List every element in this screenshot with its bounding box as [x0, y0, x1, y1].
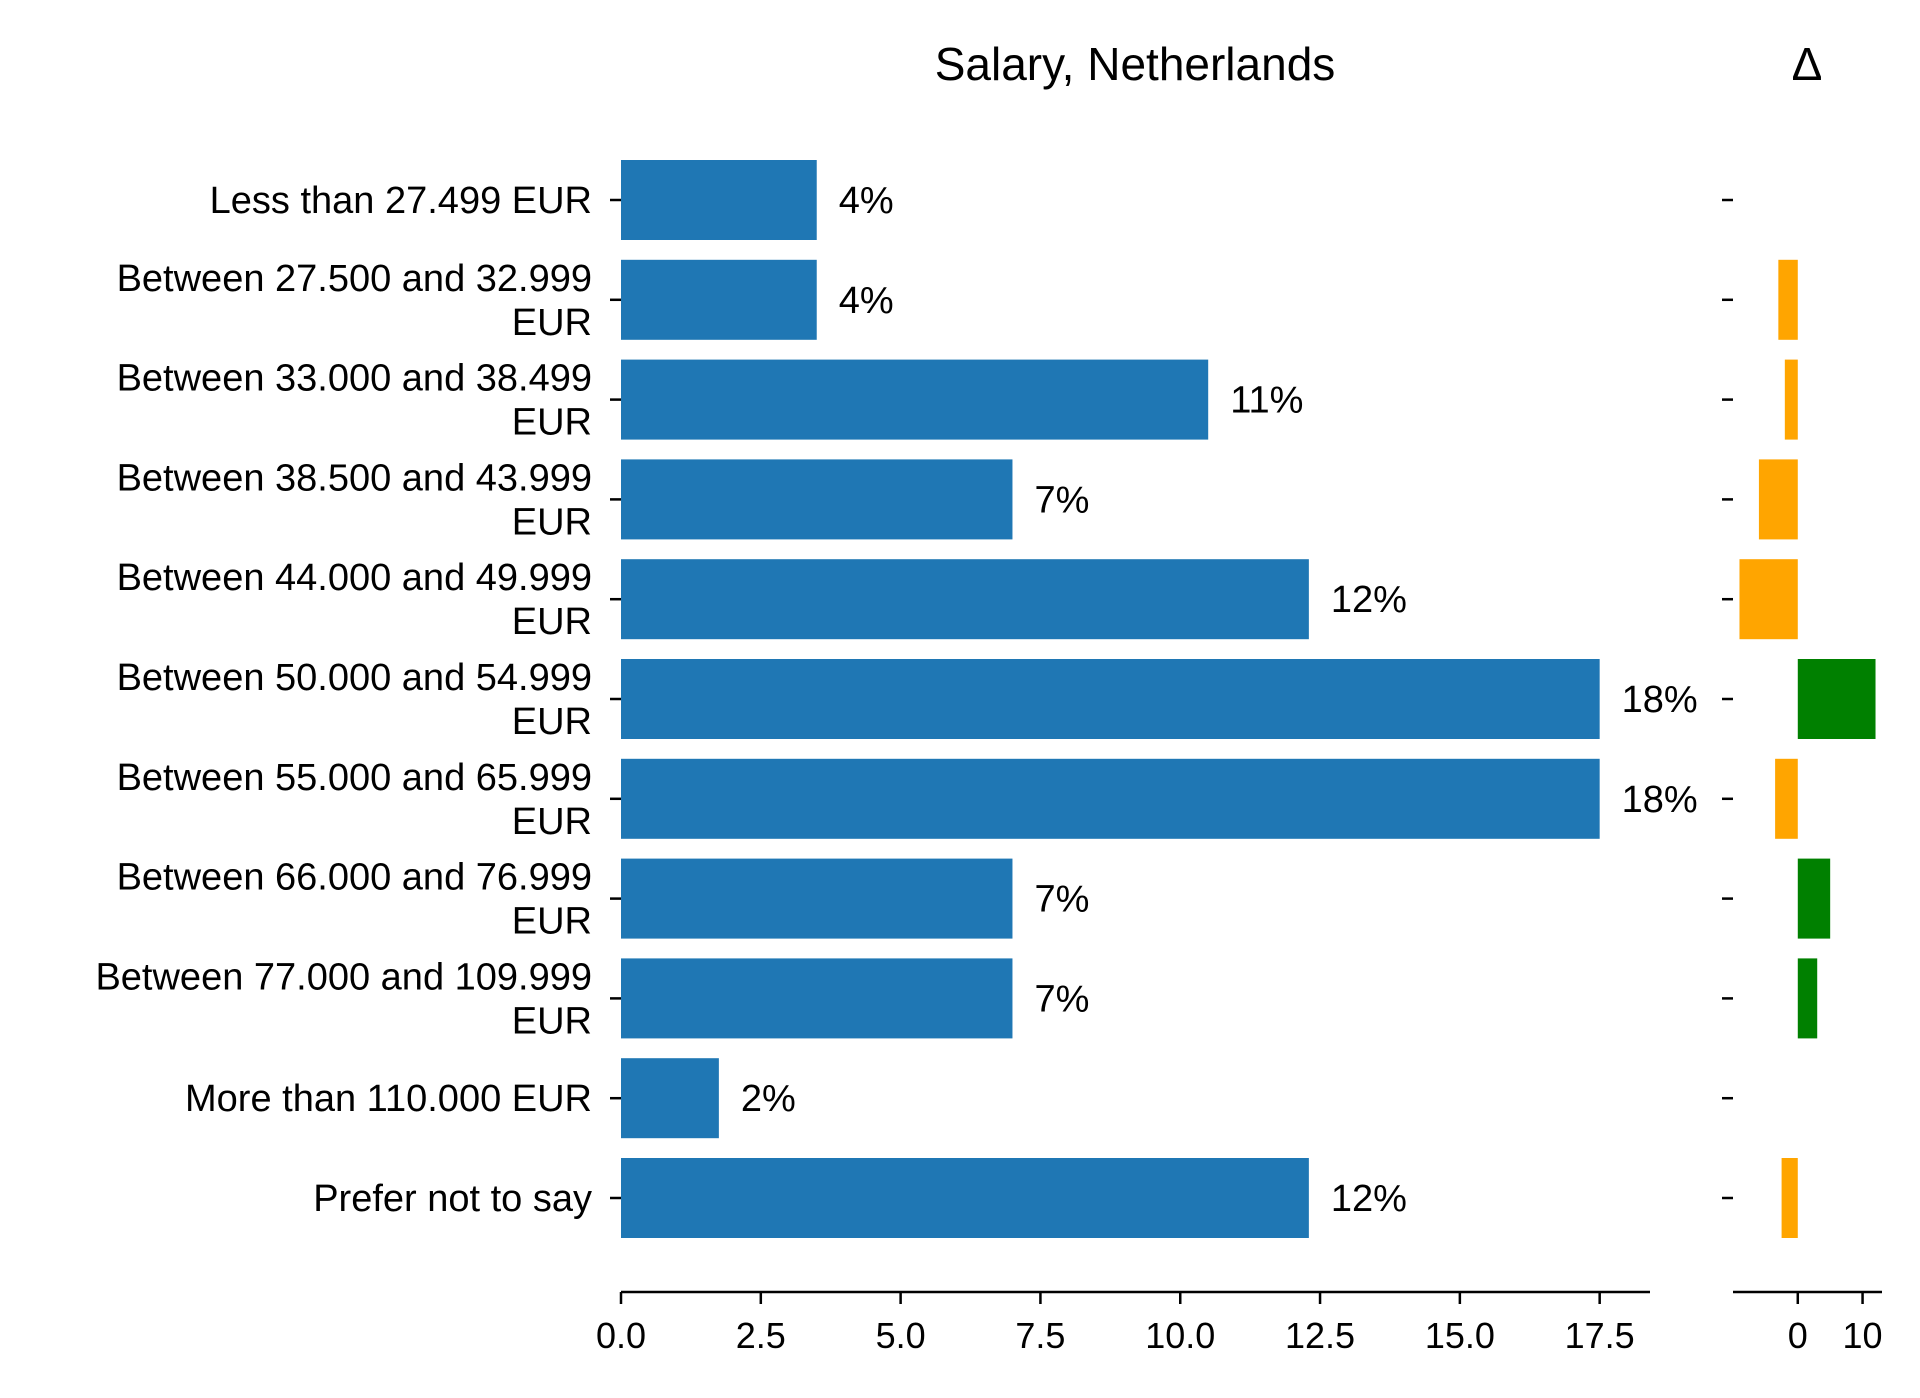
category-label-line: EUR	[512, 601, 592, 643]
bar-1	[621, 259, 817, 340]
category-label-line: EUR	[512, 701, 592, 743]
x-tick-label-2: 5.0	[876, 1315, 926, 1356]
category-label-3: Between 38.500 and 43.999 EUR	[117, 457, 592, 543]
bar-10	[621, 1158, 1309, 1238]
value-label-0: 4%	[839, 180, 894, 222]
category-label-line: EUR	[512, 1000, 592, 1042]
category-label-4: Between 44.000 and 49.999 EUR	[117, 557, 592, 643]
category-label-10: Prefer not to say	[313, 1178, 592, 1220]
bar-6	[621, 758, 1600, 839]
chart-title: Salary, Netherlands	[935, 38, 1336, 90]
delta-bar-2	[1784, 359, 1798, 440]
value-label-9: 2%	[741, 1078, 796, 1120]
category-label-line: EUR	[512, 801, 592, 843]
value-label-3: 7%	[1034, 479, 1089, 521]
bar-7	[621, 858, 1013, 939]
category-label-0: Less than 27.499 EUR	[210, 180, 592, 222]
category-label-line: Between 44.000 and 49.999	[117, 557, 592, 599]
delta-bar-5	[1797, 659, 1876, 739]
main-bars	[621, 160, 1600, 1238]
delta-title: Δ	[1792, 38, 1823, 90]
delta-bar-7	[1797, 858, 1831, 939]
delta-x-tick-label-1: 10	[1843, 1315, 1883, 1356]
value-label-10: 12%	[1331, 1178, 1407, 1220]
value-labels: 4% 4% 11% 7% 12% 18% 18% 7% 7% 2% 12%	[741, 180, 1698, 1220]
category-label-line: Between 38.500 and 43.999	[117, 457, 592, 499]
bar-2	[621, 359, 1209, 440]
category-label-7: Between 66.000 and 76.999 EUR	[117, 857, 592, 943]
category-label-line: Between 55.000 and 65.999	[117, 757, 592, 799]
category-label-6: Between 55.000 and 65.999 EUR	[117, 757, 592, 843]
delta-bar-4	[1739, 559, 1798, 640]
x-tick-label-1: 2.5	[736, 1315, 786, 1356]
category-label-5: Between 50.000 and 54.999 EUR	[117, 657, 592, 743]
bar-5	[621, 659, 1600, 739]
category-labels: Less than 27.499 EUR Between 27.500 and 3…	[95, 180, 621, 1220]
value-label-1: 4%	[839, 280, 894, 322]
category-label-2: Between 33.000 and 38.499 EUR	[117, 358, 592, 444]
delta-x-tick-label-0: 0	[1788, 1315, 1808, 1356]
category-label-1: Between 27.500 and 32.999 EUR	[117, 258, 592, 344]
category-label-line: Between 50.000 and 54.999	[117, 657, 592, 699]
delta-bar-8	[1797, 958, 1818, 1039]
x-tick-label-7: 17.5	[1565, 1315, 1635, 1356]
category-label-line: Between 77.000 and 109.999	[95, 956, 592, 998]
x-tick-label-4: 10.0	[1145, 1315, 1215, 1356]
category-label-line: Between 33.000 and 38.499	[117, 358, 592, 400]
x-tick-label-3: 7.5	[1015, 1315, 1065, 1356]
bar-8	[621, 958, 1013, 1039]
category-label-line: EUR	[512, 501, 592, 543]
category-label-9: More than 110.000 EUR	[185, 1078, 592, 1120]
delta-bars	[1739, 259, 1876, 1238]
category-label-line: Between 66.000 and 76.999	[117, 857, 592, 899]
value-label-4: 12%	[1331, 579, 1407, 621]
x-tick-label-0: 0.0	[596, 1315, 646, 1356]
x-tick-label-6: 15.0	[1425, 1315, 1495, 1356]
category-label-line: EUR	[512, 302, 592, 344]
value-label-7: 7%	[1034, 879, 1089, 921]
delta-x-axis: 0 10	[1722, 198, 1883, 1356]
value-label-2: 11%	[1230, 380, 1303, 422]
bar-9	[621, 1058, 719, 1139]
delta-bar-10	[1781, 1158, 1798, 1238]
bar-3	[621, 459, 1013, 540]
category-label-line: EUR	[512, 402, 592, 444]
delta-bar-6	[1775, 758, 1798, 839]
delta-bar-3	[1758, 459, 1798, 540]
main-x-axis: 0.0 2.5 5.0 7.5 10.0 12.5 15.0 17.5	[596, 1290, 1650, 1356]
bar-4	[621, 559, 1309, 640]
x-tick-label-5: 12.5	[1285, 1315, 1355, 1356]
delta-bar-1	[1778, 259, 1798, 340]
bar-0	[621, 160, 817, 240]
value-label-8: 7%	[1034, 978, 1089, 1020]
category-label-line: EUR	[512, 901, 592, 943]
value-label-5: 18%	[1622, 679, 1698, 721]
category-label-line: Between 27.500 and 32.999	[117, 258, 592, 300]
category-label-8: Between 77.000 and 109.999 EUR	[95, 956, 592, 1042]
value-label-6: 18%	[1622, 779, 1698, 821]
